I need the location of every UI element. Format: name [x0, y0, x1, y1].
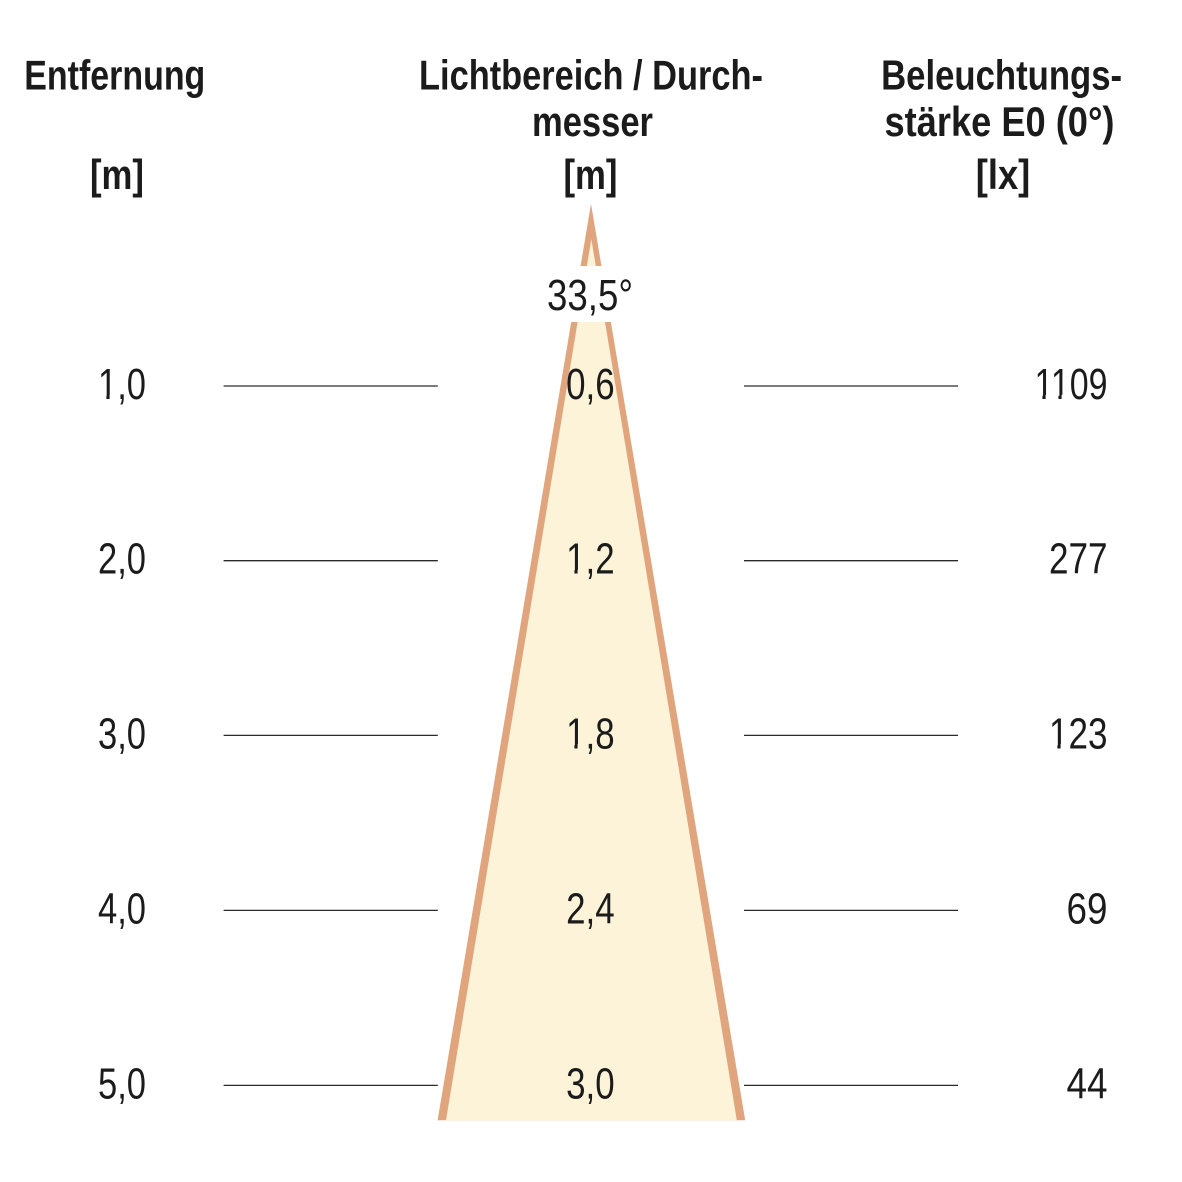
svg-text:3,0: 3,0 [98, 709, 146, 758]
svg-text:277: 277 [1049, 535, 1108, 584]
svg-text:stärke E0 (0°): stärke E0 (0°) [885, 98, 1115, 145]
svg-text:4,0: 4,0 [98, 884, 146, 933]
svg-text:1,0: 1,0 [98, 360, 146, 409]
svg-text:69: 69 [1067, 884, 1108, 933]
svg-text:2,0: 2,0 [98, 535, 146, 584]
svg-text:3,0: 3,0 [566, 1059, 615, 1108]
svg-text:123: 123 [1049, 709, 1108, 758]
svg-text:0,6: 0,6 [566, 360, 615, 409]
svg-text:Lichtbereich / Durch-: Lichtbereich / Durch- [419, 52, 763, 99]
svg-text:1109: 1109 [1035, 360, 1108, 409]
svg-text:messer: messer [532, 98, 653, 145]
svg-text:[m]: [m] [90, 151, 144, 198]
svg-text:5,0: 5,0 [98, 1059, 146, 1108]
svg-text:[m]: [m] [564, 151, 618, 198]
svg-text:1,8: 1,8 [566, 709, 615, 758]
svg-text:33,5°: 33,5° [547, 271, 633, 320]
svg-text:2,4: 2,4 [566, 884, 615, 933]
svg-text:[lx]: [lx] [976, 151, 1031, 198]
svg-text:44: 44 [1067, 1059, 1108, 1108]
svg-text:Entfernung: Entfernung [24, 52, 205, 99]
svg-text:1,2: 1,2 [566, 535, 615, 584]
svg-text:Beleuchtungs-: Beleuchtungs- [881, 52, 1122, 99]
